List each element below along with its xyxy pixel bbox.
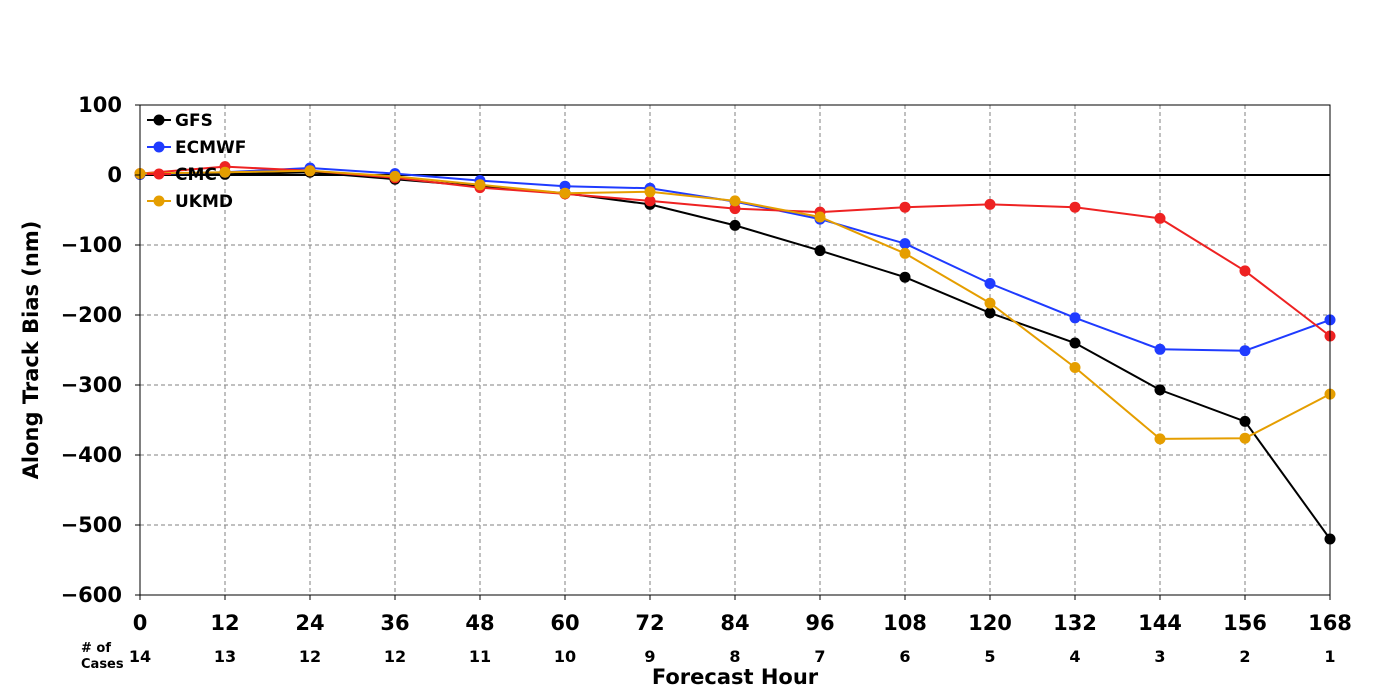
data-point-ukmd-36 bbox=[389, 170, 401, 182]
data-point-ukmd-132 bbox=[1069, 362, 1081, 373]
case-count: 8 bbox=[729, 647, 740, 666]
x-tick-label: 120 bbox=[968, 611, 1012, 635]
data-point-ukmd-84 bbox=[729, 195, 741, 207]
y-axis-title: Along Track Bias (nm) bbox=[19, 221, 43, 480]
legend-entry-cmc: CMC bbox=[147, 165, 217, 185]
data-point-gfs-132 bbox=[1069, 337, 1081, 349]
data-point-ukmd-144 bbox=[1154, 433, 1166, 445]
x-tick-label: 144 bbox=[1138, 611, 1182, 635]
case-count: 2 bbox=[1239, 647, 1250, 666]
data-point-ecmwf-108 bbox=[899, 238, 911, 250]
y-tick-labels: 100 0 −100 −200 −300 −400 −500 −600 bbox=[61, 93, 140, 607]
data-point-cmc-132 bbox=[1069, 201, 1081, 213]
data-point-ecmwf-120 bbox=[984, 278, 996, 289]
data-point-gfs-156 bbox=[1239, 415, 1251, 427]
x-tick-label: 156 bbox=[1223, 611, 1267, 635]
x-tick-label: 108 bbox=[883, 611, 927, 635]
y-tick-label: 0 bbox=[107, 163, 122, 187]
legend-label-cmc: CMC bbox=[175, 165, 217, 185]
case-counts: 14 13 12 12 11 10 9 8 7 6 5 4 3 2 1 bbox=[129, 647, 1336, 666]
case-count: 9 bbox=[644, 647, 655, 666]
data-point-ukmd-48 bbox=[474, 179, 486, 191]
data-point-ecmwf-156 bbox=[1239, 345, 1251, 357]
series bbox=[134, 161, 1336, 545]
grid bbox=[140, 105, 1330, 595]
data-point-ukmd-96 bbox=[814, 211, 826, 223]
y-tick-label: 100 bbox=[78, 93, 122, 117]
x-tick-label: 72 bbox=[635, 611, 664, 635]
y-tick-label: −500 bbox=[61, 513, 122, 537]
x-tick-label: 48 bbox=[465, 611, 494, 635]
x-tick-label: 12 bbox=[210, 611, 239, 635]
x-tick-label: 84 bbox=[720, 611, 749, 635]
legend-entry-ecmwf: ECMWF bbox=[147, 138, 246, 158]
data-point-gfs-96 bbox=[814, 245, 826, 257]
case-count: 4 bbox=[1069, 647, 1080, 666]
data-point-gfs-84 bbox=[729, 219, 741, 231]
case-count: 10 bbox=[554, 647, 576, 666]
data-point-ecmwf-144 bbox=[1154, 343, 1166, 355]
case-count: 14 bbox=[129, 647, 151, 666]
data-point-ecmwf-132 bbox=[1069, 312, 1081, 324]
legend: GFS ECMWF CMC UKMD bbox=[147, 111, 246, 212]
data-point-cmc-156 bbox=[1239, 265, 1251, 277]
x-tick-labels: 0 12 24 36 48 60 72 84 96 108 120 132 144 156 168 bbox=[133, 595, 1352, 635]
legend-marker-ecmwf bbox=[153, 141, 165, 153]
x-tick-label: 96 bbox=[805, 611, 834, 635]
x-tick-label: 24 bbox=[295, 611, 324, 635]
data-point-ukmd-60 bbox=[559, 187, 571, 199]
y-tick-label: −400 bbox=[61, 443, 122, 467]
y-tick-label: −300 bbox=[61, 373, 122, 397]
case-count: 3 bbox=[1154, 647, 1165, 666]
case-count: 11 bbox=[469, 647, 491, 666]
x-tick-label: 36 bbox=[380, 611, 409, 635]
y-tick-label: −200 bbox=[61, 303, 122, 327]
series-ukmd bbox=[134, 165, 1336, 445]
legend-marker-ukmd bbox=[153, 195, 165, 207]
series-cmc bbox=[134, 161, 1336, 342]
data-point-gfs-144 bbox=[1154, 384, 1166, 396]
legend-label-gfs: GFS bbox=[175, 111, 213, 131]
x-tick-label: 0 bbox=[133, 611, 148, 635]
case-count: 5 bbox=[984, 647, 995, 666]
data-point-cmc-72 bbox=[644, 195, 656, 207]
data-point-ukmd-120 bbox=[984, 297, 996, 309]
data-point-cmc-144 bbox=[1154, 212, 1166, 224]
x-tick-label: 60 bbox=[550, 611, 579, 635]
legend-marker-gfs bbox=[153, 114, 165, 126]
x-tick-label: 132 bbox=[1053, 611, 1097, 635]
y-tick-label: −100 bbox=[61, 233, 122, 257]
cases-title-line2: Cases bbox=[81, 657, 124, 672]
y-tick-label: −600 bbox=[61, 583, 122, 607]
data-point-cmc-84 bbox=[729, 203, 741, 215]
data-point-cmc-108 bbox=[899, 201, 911, 213]
series-gfs bbox=[134, 166, 1336, 545]
legend-label-ukmd: UKMD bbox=[175, 192, 233, 212]
x-tick-label: 168 bbox=[1308, 611, 1352, 635]
data-point-ukmd-72 bbox=[644, 186, 656, 198]
legend-marker-cmc bbox=[153, 168, 165, 180]
data-point-ukmd-12 bbox=[219, 166, 231, 178]
case-count: 6 bbox=[899, 647, 910, 666]
legend-entry-ukmd: UKMD bbox=[147, 192, 233, 212]
data-point-cmc-120 bbox=[984, 198, 996, 210]
case-count: 1 bbox=[1324, 647, 1335, 666]
case-count: 7 bbox=[814, 647, 825, 666]
data-point-ukmd-156 bbox=[1239, 432, 1251, 444]
legend-entry-gfs: GFS bbox=[147, 111, 213, 131]
data-point-gfs-108 bbox=[899, 271, 911, 283]
case-count: 12 bbox=[384, 647, 406, 666]
cases-title-line1: # of bbox=[81, 641, 111, 656]
x-axis-title: Forecast Hour bbox=[652, 665, 819, 689]
case-count: 13 bbox=[214, 647, 236, 666]
legend-label-ecmwf: ECMWF bbox=[175, 138, 246, 158]
data-point-ukmd-108 bbox=[899, 247, 911, 259]
case-count: 12 bbox=[299, 647, 321, 666]
data-point-gfs-120 bbox=[984, 307, 996, 319]
data-point-ukmd-24 bbox=[304, 165, 316, 177]
